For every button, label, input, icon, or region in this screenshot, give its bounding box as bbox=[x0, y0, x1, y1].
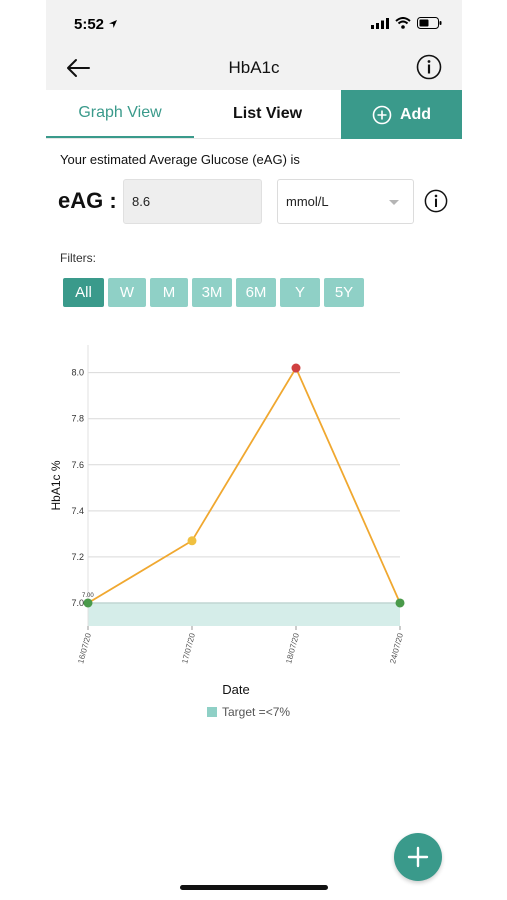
eag-caption: Your estimated Average Glucose (eAG) is bbox=[60, 152, 300, 167]
tab-list-view[interactable]: List View bbox=[232, 105, 303, 122]
signal-icon bbox=[371, 17, 389, 29]
filter-month[interactable]: M bbox=[150, 278, 188, 307]
page-title: HbA1c bbox=[228, 58, 280, 77]
eag-value-field: 8.6 bbox=[123, 179, 262, 224]
y-axis-title: HbA1c % bbox=[49, 460, 63, 510]
status-bar: 5:52 bbox=[46, 0, 462, 46]
x-tick-label: 24/07/20 bbox=[388, 632, 405, 665]
add-button[interactable]: Add bbox=[341, 90, 462, 139]
unit-select-value: mmol/L bbox=[286, 194, 329, 209]
add-circle-icon bbox=[372, 105, 392, 124]
legend-label: Target =<7% bbox=[222, 705, 290, 719]
x-tick-label: 16/07/20 bbox=[76, 632, 93, 665]
filter-week[interactable]: W bbox=[108, 278, 146, 307]
filter-all[interactable]: All bbox=[63, 278, 104, 307]
filters-label: Filters: bbox=[60, 251, 96, 265]
data-point bbox=[395, 598, 405, 608]
filter-5-years[interactable]: 5Y bbox=[324, 278, 364, 307]
wifi-icon bbox=[395, 17, 411, 29]
back-arrow-icon bbox=[67, 59, 90, 77]
info-icon bbox=[416, 54, 442, 80]
add-entry-fab[interactable] bbox=[394, 833, 442, 881]
filter-year[interactable]: Y bbox=[280, 278, 320, 307]
app-header: HbA1c bbox=[46, 46, 462, 90]
home-indicator bbox=[180, 885, 328, 890]
y-tick-label: 7.0 bbox=[71, 598, 84, 608]
filter-3-months[interactable]: 3M bbox=[192, 278, 232, 307]
data-point bbox=[187, 536, 197, 546]
hba1c-series-line bbox=[87, 366, 401, 604]
filter-6-months[interactable]: 6M bbox=[236, 278, 276, 307]
status-time: 5:52 bbox=[74, 16, 118, 33]
battery-icon bbox=[417, 17, 442, 29]
x-tick-label: 17/07/20 bbox=[180, 632, 197, 665]
x-tick-label: 18/07/20 bbox=[284, 632, 301, 665]
y-tick-label: 7.4 bbox=[71, 506, 84, 516]
view-tabs: Graph View List View Add bbox=[46, 90, 462, 139]
x-axis-title: Date bbox=[222, 682, 249, 697]
chevron-down-icon bbox=[389, 200, 399, 205]
filter-group: All W M 3M 6M Y 5Y bbox=[63, 278, 364, 307]
unit-select[interactable]: mmol/L bbox=[277, 179, 414, 224]
y-tick-label: 7.2 bbox=[71, 552, 84, 562]
data-point bbox=[83, 598, 93, 608]
y-tick-label: 7.6 bbox=[71, 460, 84, 470]
hba1c-line-chart: 7.0 7.2 7.4 7.6 7.8 8.0 16/07/20 17/07/20 18/07/… bbox=[49, 345, 405, 719]
location-arrow-icon bbox=[109, 20, 118, 28]
tab-graph-view[interactable]: Graph View bbox=[46, 90, 194, 138]
y-tick-label: 7.8 bbox=[71, 414, 84, 424]
eag-info-button[interactable] bbox=[424, 189, 448, 213]
add-button-label: Add bbox=[399, 105, 432, 123]
app-screen: 5:52 HbA1c bbox=[46, 0, 462, 900]
info-icon bbox=[424, 189, 448, 213]
plus-icon bbox=[407, 846, 429, 868]
data-point bbox=[291, 363, 301, 373]
back-button[interactable] bbox=[64, 54, 92, 82]
target-band bbox=[88, 602, 400, 626]
info-button[interactable] bbox=[416, 54, 442, 80]
legend-swatch bbox=[207, 707, 217, 717]
y-tick-label: 8.0 bbox=[71, 368, 84, 378]
eag-label: eAG : bbox=[58, 188, 117, 213]
data-label: 7.00 bbox=[82, 593, 94, 599]
